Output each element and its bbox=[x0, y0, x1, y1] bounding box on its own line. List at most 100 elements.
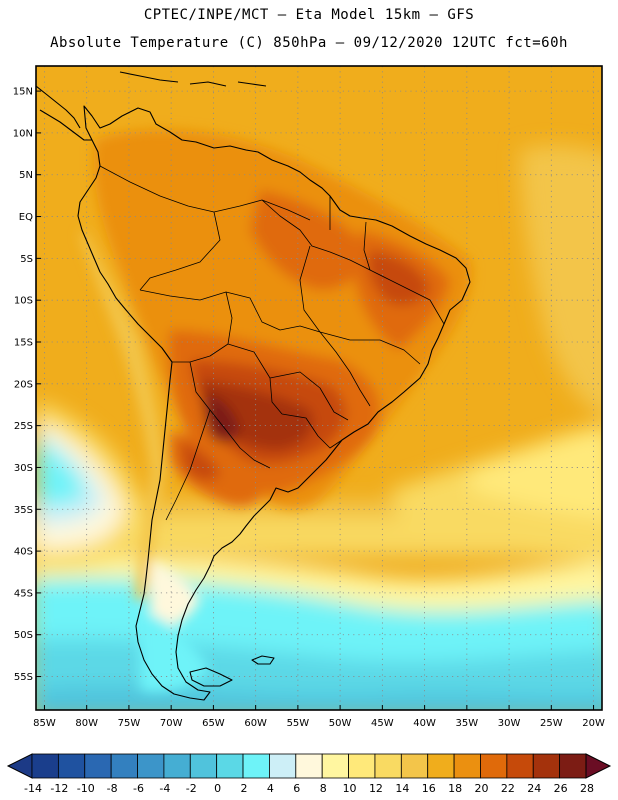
lat-label-2: 5N bbox=[19, 170, 33, 181]
colorbar-label-5: -4 bbox=[159, 782, 170, 795]
colorbar-label-4: -6 bbox=[133, 782, 144, 795]
lon-label-7: 50W bbox=[329, 718, 352, 729]
colorbar-swatch-8 bbox=[242, 753, 270, 779]
coastlines-and-borders bbox=[36, 71, 471, 701]
colorbar bbox=[6, 753, 612, 779]
lon-label-1: 80W bbox=[75, 718, 98, 729]
colorbar-low-arrow bbox=[6, 753, 33, 779]
lon-label-0: 85W bbox=[33, 718, 56, 729]
temperature-field bbox=[36, 66, 602, 710]
lat-label-0: 15N bbox=[13, 87, 33, 98]
colorbar-swatch-3 bbox=[110, 753, 138, 779]
lon-label-6: 55W bbox=[287, 718, 310, 729]
lon-label-2: 75W bbox=[118, 718, 141, 729]
colorbar-swatch-5 bbox=[163, 753, 191, 779]
colorbar-label-11: 8 bbox=[320, 782, 327, 795]
colorbar-label-19: 24 bbox=[527, 782, 541, 795]
lat-label-4: 5S bbox=[20, 254, 33, 265]
lon-label-8: 45W bbox=[371, 718, 394, 729]
lon-label-10: 35W bbox=[456, 718, 479, 729]
colorbar-swatch-2 bbox=[84, 753, 112, 779]
map-frame bbox=[35, 65, 603, 711]
colorbar-swatch-17 bbox=[480, 753, 508, 779]
colorbar-label-16: 18 bbox=[448, 782, 462, 795]
lat-label-1: 10N bbox=[13, 128, 33, 139]
colorbar-label-6: -2 bbox=[186, 782, 197, 795]
colorbar-swatch-4 bbox=[137, 753, 165, 779]
field-northeast-22c bbox=[368, 250, 430, 306]
field-east-14c bbox=[520, 145, 602, 416]
colorbar-label-12: 10 bbox=[343, 782, 357, 795]
lat-label-11: 40S bbox=[14, 547, 33, 558]
lat-label-7: 20S bbox=[14, 379, 33, 390]
lon-label-4: 65W bbox=[202, 718, 225, 729]
colorbar-label-8: 2 bbox=[241, 782, 248, 795]
colorbar-label-10: 6 bbox=[293, 782, 300, 795]
colorbar-swatch-19 bbox=[532, 753, 561, 779]
graticule bbox=[36, 66, 602, 710]
lon-label-11: 30W bbox=[498, 718, 521, 729]
colorbar-swatch-1 bbox=[57, 753, 86, 779]
colorbar-label-17: 20 bbox=[474, 782, 488, 795]
lon-label-12: 25W bbox=[540, 718, 563, 729]
tierra-del-fuego bbox=[189, 667, 233, 687]
field-band-minus2c bbox=[36, 687, 602, 710]
lat-label-6: 15S bbox=[14, 338, 33, 349]
field-amazon-20c bbox=[250, 190, 363, 290]
colorbar-label-13: 12 bbox=[369, 782, 383, 795]
colorbar-swatch-20 bbox=[559, 753, 587, 779]
colorbar-swatch-13 bbox=[374, 753, 402, 779]
colorbar-label-3: -8 bbox=[107, 782, 118, 795]
field-pacific-2c bbox=[36, 440, 85, 505]
south-america-coastline bbox=[77, 105, 471, 701]
colorbar-label-7: 0 bbox=[214, 782, 221, 795]
lon-label-3: 70W bbox=[160, 718, 183, 729]
colorbar-label-1: -12 bbox=[50, 782, 68, 795]
lon-label-5: 60W bbox=[244, 718, 267, 729]
title-line-2: Absolute Temperature (C) 850hPa – 09/12/… bbox=[50, 35, 568, 51]
colorbar-swatch-18 bbox=[506, 753, 534, 779]
colorbar-swatch-15 bbox=[427, 753, 455, 779]
colorbar-swatch-9 bbox=[269, 753, 297, 779]
lat-label-12: 45S bbox=[14, 588, 33, 599]
lat-label-5: 10S bbox=[14, 296, 33, 307]
central-america-coastline bbox=[36, 85, 92, 141]
colorbar-swatch-14 bbox=[400, 753, 429, 779]
lat-label-9: 30S bbox=[14, 463, 33, 474]
colorbar-swatch-6 bbox=[189, 753, 218, 779]
colorbar-swatch-10 bbox=[295, 753, 323, 779]
lat-label-13: 50S bbox=[14, 630, 33, 641]
colorbar-label-21: 28 bbox=[580, 782, 594, 795]
colorbar-label-2: -10 bbox=[77, 782, 95, 795]
colorbar-labels: -14 -12 -10 -8 -6 -4 -2 0 2 4 6 8 10 12 14 16 18 20 22 24 26… bbox=[24, 782, 594, 795]
colorbar-label-15: 16 bbox=[422, 782, 436, 795]
lon-label-9: 40W bbox=[413, 718, 436, 729]
field-atlantic-10c bbox=[470, 426, 602, 519]
cuba-hispaniola-coast bbox=[119, 71, 267, 87]
colorbar-label-0: -14 bbox=[24, 782, 42, 795]
field-patagonia-6c bbox=[150, 560, 200, 635]
title-line-1: CPTEC/INPE/MCT – Eta Model 15km – GFS bbox=[143, 7, 475, 23]
lat-label-10: 35S bbox=[14, 505, 33, 516]
colorbar-swatch-11 bbox=[321, 753, 349, 779]
field-andes-14c bbox=[80, 230, 165, 600]
colorbar-swatch-16 bbox=[453, 753, 481, 779]
colorbar-label-14: 14 bbox=[395, 782, 409, 795]
axis-ticks bbox=[36, 90, 595, 710]
colorbar-label-18: 22 bbox=[501, 782, 515, 795]
lat-label-14: 55S bbox=[14, 672, 33, 683]
colorbar-swatch-12 bbox=[348, 753, 376, 779]
lon-label-13: 20W bbox=[582, 718, 605, 729]
country-borders bbox=[99, 165, 445, 521]
colorbar-swatch-0 bbox=[31, 753, 59, 779]
colorbar-high-arrow bbox=[585, 753, 612, 779]
lat-label-8: 25S bbox=[14, 421, 33, 432]
colorbar-label-9: 4 bbox=[267, 782, 274, 795]
colorbar-swatch-7 bbox=[216, 753, 244, 779]
colorbar-label-20: 26 bbox=[554, 782, 568, 795]
longitude-labels: 85W 80W 75W 70W 65W 60W 55W 50W 45W 40W 35W 30W 25W 2… bbox=[33, 718, 605, 729]
latitude-labels: 15N 10N 5N EQ 5S 10S 15S 20S 25S 30S 35S 40S 45S 50S 5… bbox=[13, 87, 33, 683]
lat-label-3: EQ bbox=[19, 212, 33, 223]
falkland-islands bbox=[251, 655, 275, 665]
